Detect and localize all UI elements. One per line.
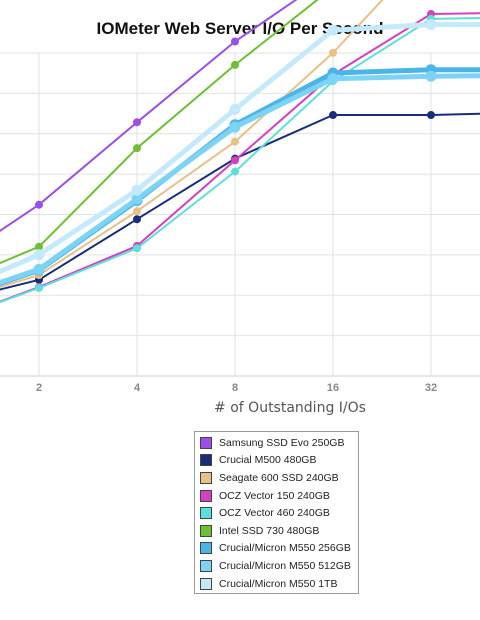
legend-swatch bbox=[200, 454, 212, 467]
series-line bbox=[0, 17, 480, 304]
data-point bbox=[327, 24, 339, 36]
chart-title: IOMeter Web Server I/O Per Second bbox=[96, 19, 384, 38]
legend-label: Crucial/Micron M550 512GB bbox=[219, 559, 351, 572]
legend-swatch bbox=[200, 489, 212, 502]
legend-label: Intel SSD 730 480GB bbox=[219, 524, 320, 537]
data-point bbox=[133, 144, 141, 153]
data-point bbox=[231, 167, 239, 176]
legend: Samsung SSD Evo 250GB Crucial M500 480GB S… bbox=[194, 431, 359, 594]
x-axis-label: # of Outstanding I/Os bbox=[214, 400, 366, 416]
legend-label: Crucial/Micron M550 1TB bbox=[219, 577, 338, 590]
data-point bbox=[133, 244, 141, 253]
legend-swatch bbox=[200, 436, 212, 449]
series-8 bbox=[0, 19, 480, 275]
data-point bbox=[35, 200, 43, 209]
data-point bbox=[425, 19, 437, 31]
legend-item: Crucial/Micron M550 512GB bbox=[195, 557, 358, 575]
data-point bbox=[329, 111, 337, 120]
data-point bbox=[229, 103, 241, 115]
data-point bbox=[231, 60, 239, 69]
data-point bbox=[329, 48, 337, 57]
line-chart: 2 4 8 16 32 bbox=[0, 0, 480, 394]
legend-label: Crucial M500 480GB bbox=[219, 454, 317, 467]
data-point bbox=[133, 215, 141, 224]
legend-item: Crucial/Micron M550 256GB bbox=[195, 540, 358, 558]
series-5 bbox=[0, 0, 319, 265]
series-0 bbox=[0, 0, 298, 232]
legend-item: Samsung SSD Evo 250GB bbox=[195, 434, 358, 452]
legend-label: Seagate 600 SSD 240GB bbox=[219, 471, 339, 484]
legend-swatch bbox=[200, 507, 212, 520]
data-point bbox=[231, 137, 239, 146]
data-point bbox=[231, 156, 239, 165]
x-tick-label: 8 bbox=[232, 382, 238, 394]
data-point bbox=[33, 263, 45, 275]
data-point bbox=[231, 37, 239, 46]
legend-swatch bbox=[200, 542, 212, 555]
data-point bbox=[229, 121, 241, 133]
data-point bbox=[35, 242, 43, 251]
legend-item: Crucial M500 480GB bbox=[195, 452, 358, 470]
x-tick-label: 2 bbox=[36, 382, 42, 394]
data-point bbox=[133, 207, 141, 216]
legend-swatch bbox=[200, 559, 212, 572]
legend-item: Intel SSD 730 480GB bbox=[195, 522, 358, 540]
x-tick-label: 4 bbox=[134, 382, 141, 394]
series-layer bbox=[0, 0, 480, 304]
x-tick-label: 32 bbox=[425, 382, 437, 394]
legend-item: OCZ Vector 460 240GB bbox=[195, 504, 358, 522]
legend-item: OCZ Vector 150 240GB bbox=[195, 487, 358, 505]
x-axis-ticks: 2 4 8 16 32 bbox=[36, 382, 437, 394]
data-point bbox=[33, 249, 45, 261]
x-tick-label: 16 bbox=[327, 382, 339, 394]
data-point bbox=[425, 70, 437, 82]
legend-label: OCZ Vector 150 240GB bbox=[219, 489, 330, 502]
legend-swatch bbox=[200, 577, 212, 590]
legend-label: Samsung SSD Evo 250GB bbox=[219, 436, 345, 449]
data-point bbox=[133, 118, 141, 127]
data-point bbox=[131, 193, 143, 205]
legend-swatch bbox=[200, 471, 212, 484]
legend-item: Crucial/Micron M550 1TB bbox=[195, 575, 358, 593]
series-line bbox=[0, 22, 480, 275]
legend-item: Seagate 600 SSD 240GB bbox=[195, 469, 358, 487]
data-point bbox=[35, 283, 43, 292]
legend-label: OCZ Vector 460 240GB bbox=[219, 507, 330, 520]
data-point bbox=[427, 111, 435, 120]
data-point bbox=[131, 184, 143, 196]
legend-swatch bbox=[200, 524, 212, 537]
series-line bbox=[0, 0, 298, 232]
series-7 bbox=[0, 70, 480, 286]
series-6 bbox=[0, 64, 480, 287]
data-point bbox=[327, 73, 339, 85]
legend-label: Crucial/Micron M550 256GB bbox=[219, 542, 351, 555]
